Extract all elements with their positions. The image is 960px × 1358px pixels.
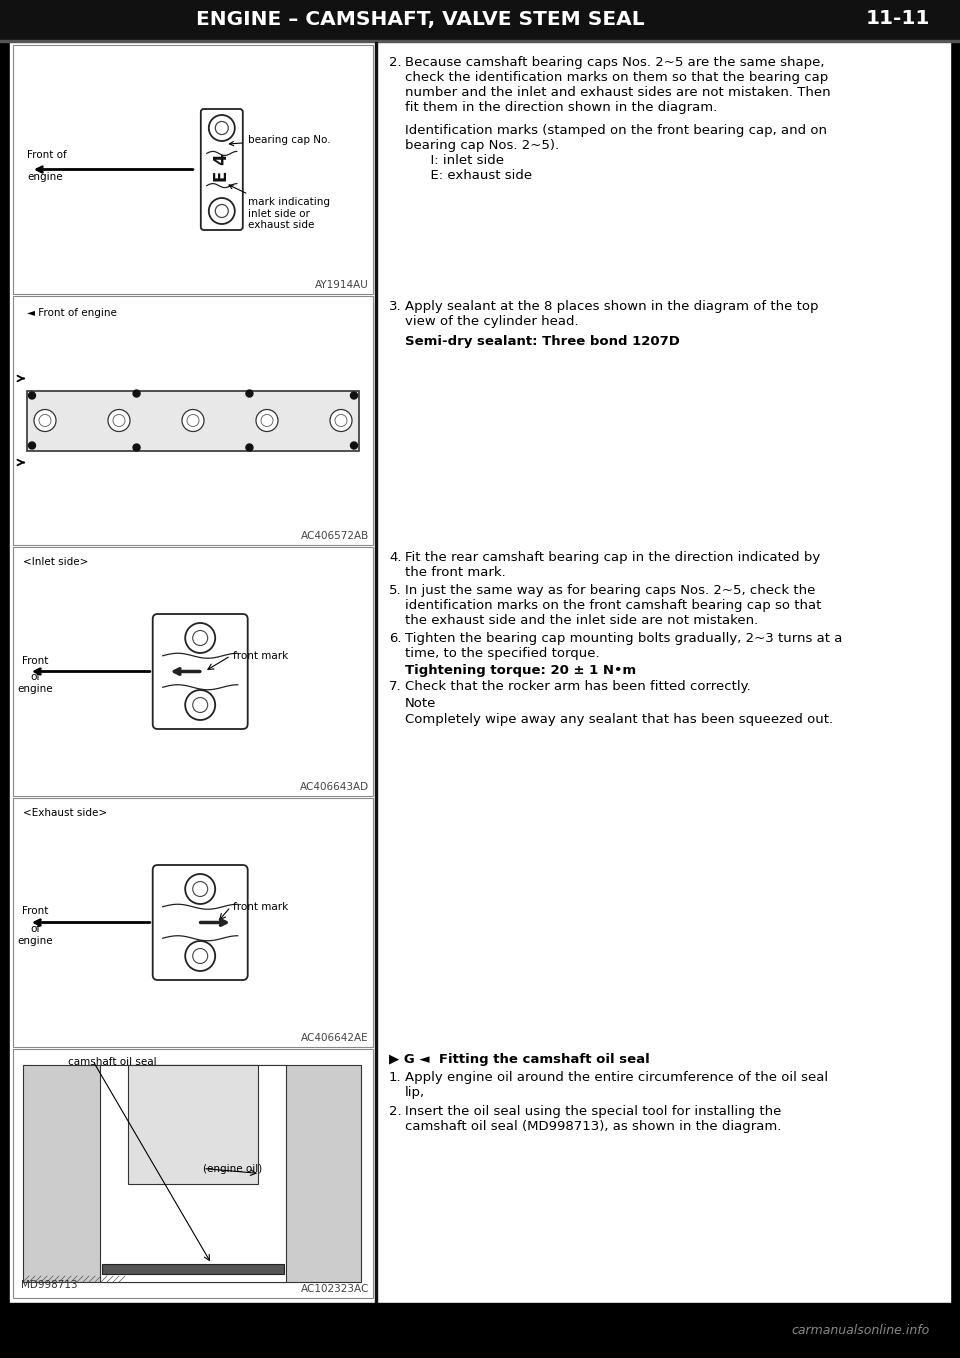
Circle shape: [133, 390, 140, 397]
Text: Tighten the bearing cap mounting bolts gradually, 2~3 turns at a
time, to the sp: Tighten the bearing cap mounting bolts g…: [405, 631, 842, 660]
Text: Front of: Front of: [27, 149, 67, 159]
Circle shape: [256, 410, 278, 432]
Text: E 4: E 4: [213, 153, 230, 182]
Text: Front: Front: [22, 656, 48, 665]
Text: engine: engine: [17, 936, 53, 945]
Text: Completely wipe away any sealant that has been squeezed out.: Completely wipe away any sealant that ha…: [405, 713, 833, 727]
Circle shape: [215, 121, 228, 134]
Text: In just the same way as for bearing caps Nos. 2~5, check the
identification mark: In just the same way as for bearing caps…: [405, 584, 822, 627]
Text: 3.: 3.: [389, 300, 401, 312]
Circle shape: [330, 410, 352, 432]
Circle shape: [193, 630, 207, 645]
Text: mark indicating
inlet side or
exhaust side: mark indicating inlet side or exhaust si…: [229, 185, 330, 231]
Circle shape: [34, 410, 56, 432]
Circle shape: [185, 875, 215, 904]
Circle shape: [350, 392, 357, 399]
Text: Because camshaft bearing caps Nos. 2~5 are the same shape,
check the identificat: Because camshaft bearing caps Nos. 2~5 a…: [405, 56, 830, 114]
Text: AC406572AB: AC406572AB: [300, 531, 369, 540]
Bar: [100, 1065, 286, 1282]
Text: 1.: 1.: [389, 1071, 401, 1085]
Text: camshaft oil seal: camshaft oil seal: [68, 1057, 156, 1067]
Text: ▶ G ◄  Fitting the camshaft oil seal: ▶ G ◄ Fitting the camshaft oil seal: [389, 1052, 650, 1066]
Text: <Exhaust side>: <Exhaust side>: [23, 808, 108, 818]
Text: front mark: front mark: [232, 902, 288, 911]
Bar: [13, 1048, 373, 1298]
Bar: [0, 1302, 960, 1358]
Text: of: of: [30, 672, 40, 683]
Text: Check that the rocker arm has been fitted correctly.: Check that the rocker arm has been fitte…: [405, 680, 751, 693]
Text: bearing cap No.: bearing cap No.: [229, 134, 330, 145]
Text: <Inlet side>: <Inlet side>: [23, 557, 88, 568]
Bar: [27, 391, 359, 451]
Text: Front: Front: [22, 907, 48, 917]
Text: carmanualsonline.info: carmanualsonline.info: [792, 1324, 930, 1338]
Text: Identification marks (stamped on the front bearing cap, and on
bearing cap Nos. : Identification marks (stamped on the fro…: [405, 124, 827, 182]
FancyBboxPatch shape: [153, 865, 248, 980]
Bar: [375, 42, 377, 1302]
Circle shape: [185, 623, 215, 653]
Circle shape: [335, 414, 347, 426]
Bar: [13, 547, 373, 796]
Text: engine: engine: [17, 684, 53, 694]
Bar: [102, 1264, 284, 1274]
Text: 6.: 6.: [389, 631, 401, 645]
Text: Note: Note: [405, 697, 437, 709]
Text: Insert the oil seal using the special tool for installing the
camshaft oil seal : Insert the oil seal using the special to…: [405, 1105, 781, 1133]
Bar: [23, 1065, 361, 1282]
Text: AC406642AE: AC406642AE: [301, 1033, 369, 1043]
Circle shape: [185, 941, 215, 971]
Text: Apply engine oil around the entire circumference of the oil seal
lip,: Apply engine oil around the entire circu…: [405, 1071, 828, 1100]
Text: 5.: 5.: [389, 584, 401, 596]
Circle shape: [193, 881, 207, 896]
Circle shape: [261, 414, 273, 426]
Bar: [13, 296, 373, 545]
Circle shape: [29, 392, 36, 399]
Bar: [0, 39, 960, 42]
Text: 2.: 2.: [389, 1105, 401, 1118]
Circle shape: [215, 205, 228, 217]
Text: front mark: front mark: [232, 650, 288, 661]
Text: 7.: 7.: [389, 680, 401, 693]
Text: (engine oil): (engine oil): [203, 1164, 262, 1173]
Text: Apply sealant at the 8 places shown in the diagram of the top
view of the cylind: Apply sealant at the 8 places shown in t…: [405, 300, 819, 329]
Circle shape: [193, 948, 207, 963]
Circle shape: [208, 115, 235, 141]
Bar: [128, 1065, 258, 1184]
Text: AY1914AU: AY1914AU: [315, 280, 369, 291]
FancyBboxPatch shape: [201, 109, 243, 230]
Circle shape: [208, 198, 235, 224]
Circle shape: [246, 390, 252, 397]
Text: ◄ Front of engine: ◄ Front of engine: [27, 308, 117, 318]
Text: 11-11: 11-11: [866, 10, 930, 29]
Circle shape: [39, 414, 51, 426]
Text: Fit the rear camshaft bearing cap in the direction indicated by
the front mark.: Fit the rear camshaft bearing cap in the…: [405, 551, 820, 579]
Bar: [0, 0, 960, 39]
Circle shape: [133, 444, 140, 451]
Text: AC406643AD: AC406643AD: [300, 782, 369, 792]
Text: MD998713: MD998713: [21, 1281, 78, 1290]
Bar: [13, 799, 373, 1047]
Circle shape: [187, 414, 199, 426]
Text: engine: engine: [27, 171, 62, 182]
Circle shape: [246, 444, 252, 451]
Circle shape: [193, 698, 207, 713]
Circle shape: [350, 441, 357, 449]
Circle shape: [113, 414, 125, 426]
Text: AC102323AC: AC102323AC: [300, 1285, 369, 1294]
Text: 2.: 2.: [389, 56, 401, 69]
FancyBboxPatch shape: [153, 614, 248, 729]
Text: of: of: [30, 923, 40, 933]
Bar: [13, 45, 373, 293]
Circle shape: [108, 410, 130, 432]
Text: Tightening torque: 20 ± 1 N•m: Tightening torque: 20 ± 1 N•m: [405, 664, 636, 676]
Text: ENGINE – CAMSHAFT, VALVE STEM SEAL: ENGINE – CAMSHAFT, VALVE STEM SEAL: [196, 10, 644, 29]
Text: Semi-dry sealant: Three bond 1207D: Semi-dry sealant: Three bond 1207D: [405, 335, 680, 348]
Text: 4.: 4.: [389, 551, 401, 564]
Circle shape: [185, 690, 215, 720]
Circle shape: [182, 410, 204, 432]
Circle shape: [29, 441, 36, 449]
